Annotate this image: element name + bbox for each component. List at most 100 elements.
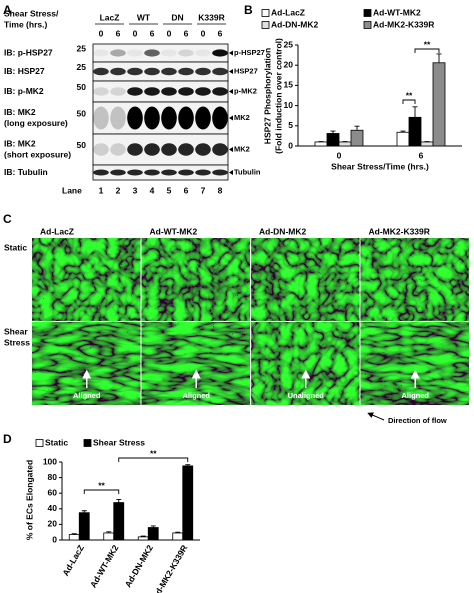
band-arrow	[229, 69, 233, 74]
blot-band	[110, 87, 126, 96]
significance-bracket	[83, 489, 120, 494]
error-bar	[116, 498, 122, 503]
time-label: 6	[116, 28, 121, 38]
lane-number: 7	[201, 185, 206, 195]
y-tick-label: 60	[48, 487, 58, 497]
row-label: Shear	[4, 326, 28, 336]
condition-label: Time (hrs.)	[4, 19, 47, 29]
blot-band	[178, 67, 194, 76]
blot-band	[127, 143, 143, 156]
blot-row-label: (long exposure)	[4, 118, 68, 128]
blot-band	[127, 67, 143, 76]
significance-label: **	[406, 90, 413, 100]
blot-band	[93, 87, 109, 96]
blot-band	[195, 49, 211, 57]
blot-band	[195, 67, 211, 76]
band-label: Tubulin	[234, 167, 261, 176]
row-label: Stress	[4, 337, 30, 347]
lane-number: 5	[167, 185, 172, 195]
blot-row-label: IB: MK2	[4, 107, 36, 117]
bar	[182, 465, 194, 541]
bar	[314, 141, 328, 147]
group-label: DN	[171, 12, 183, 22]
direction-arrow	[367, 412, 385, 421]
blot-band	[161, 87, 177, 96]
micrograph	[360, 238, 469, 321]
flow-label: Direction of flow	[388, 416, 447, 425]
group-label: LacZ	[100, 12, 120, 22]
bar	[432, 62, 446, 147]
error-bar	[400, 130, 406, 133]
column-label: Ad-MK2-K339R	[369, 226, 430, 236]
error-bar	[330, 130, 336, 134]
y-axis-label: HSP27 Phosphorylation	[262, 48, 272, 144]
alignment-label: Aligned	[183, 391, 211, 400]
significance-bracket	[118, 457, 189, 462]
legend-swatch	[363, 9, 372, 17]
blot-band	[195, 106, 211, 130]
alignment-label: Aligned	[402, 391, 430, 400]
molecular-weight: 50	[77, 140, 87, 150]
significance-label: **	[98, 480, 105, 490]
band-arrow	[229, 147, 233, 152]
bar	[172, 532, 184, 541]
blot-band	[144, 87, 160, 96]
blot-band	[144, 169, 160, 176]
alignment-label: Unaligned	[288, 391, 325, 400]
blot-band	[195, 143, 211, 156]
row-label: Static	[4, 242, 27, 252]
blot-band	[93, 49, 109, 57]
blot-band	[110, 67, 126, 76]
band-arrow	[229, 89, 233, 94]
y-tick-label: 40	[48, 503, 58, 513]
band-arrow	[229, 115, 233, 121]
lane-number: 6	[184, 185, 189, 195]
blot-panel	[92, 164, 229, 181]
blot-band	[93, 143, 109, 156]
x-tick-label: 0	[337, 150, 342, 160]
y-tick-label: 25	[284, 39, 294, 49]
lane-number: 8	[218, 185, 223, 195]
y-tick-label: 80	[48, 472, 58, 482]
band-label: MK2	[234, 144, 250, 153]
significance-label: **	[424, 39, 431, 49]
panel-label: C	[3, 212, 12, 226]
error-bar	[106, 531, 112, 533]
blot-band	[195, 169, 211, 176]
blot-band	[178, 87, 194, 96]
column-label: Ad-DN-MK2	[259, 226, 306, 236]
micrograph	[141, 238, 250, 321]
blot-row-label: IB: p-HSP27	[4, 47, 53, 57]
micrograph	[360, 322, 469, 405]
significance-bracket	[402, 99, 416, 104]
bar	[113, 502, 125, 541]
micrograph	[251, 322, 360, 405]
blot-band	[144, 67, 160, 76]
group-label: WT	[137, 12, 151, 22]
error-bar	[354, 125, 360, 131]
time-label: 0	[133, 28, 138, 38]
blot-band	[161, 67, 177, 76]
blot-row-label: IB: p-MK2	[4, 86, 44, 96]
blot-band	[110, 106, 126, 130]
y-tick-label: 20	[48, 519, 58, 529]
bar	[68, 534, 80, 541]
legend-label: Ad-DN-MK2	[271, 19, 318, 29]
time-label: 6	[150, 28, 155, 38]
bar	[78, 512, 90, 541]
blot-band	[93, 67, 109, 76]
blot-band	[161, 106, 177, 130]
blot-band	[212, 106, 228, 130]
blot-band	[127, 169, 143, 176]
error-bar	[412, 106, 418, 118]
micrograph	[32, 322, 141, 405]
y-axis-label: % of ECs Elongated	[24, 460, 34, 540]
blot-band	[212, 169, 228, 176]
y-axis-label: (Fold induction over control)	[273, 38, 283, 154]
time-label: 0	[201, 28, 206, 38]
blot-band	[178, 143, 194, 156]
column-label: Ad-WT-MK2	[150, 226, 198, 236]
micrograph	[251, 238, 360, 321]
bar	[326, 133, 340, 147]
